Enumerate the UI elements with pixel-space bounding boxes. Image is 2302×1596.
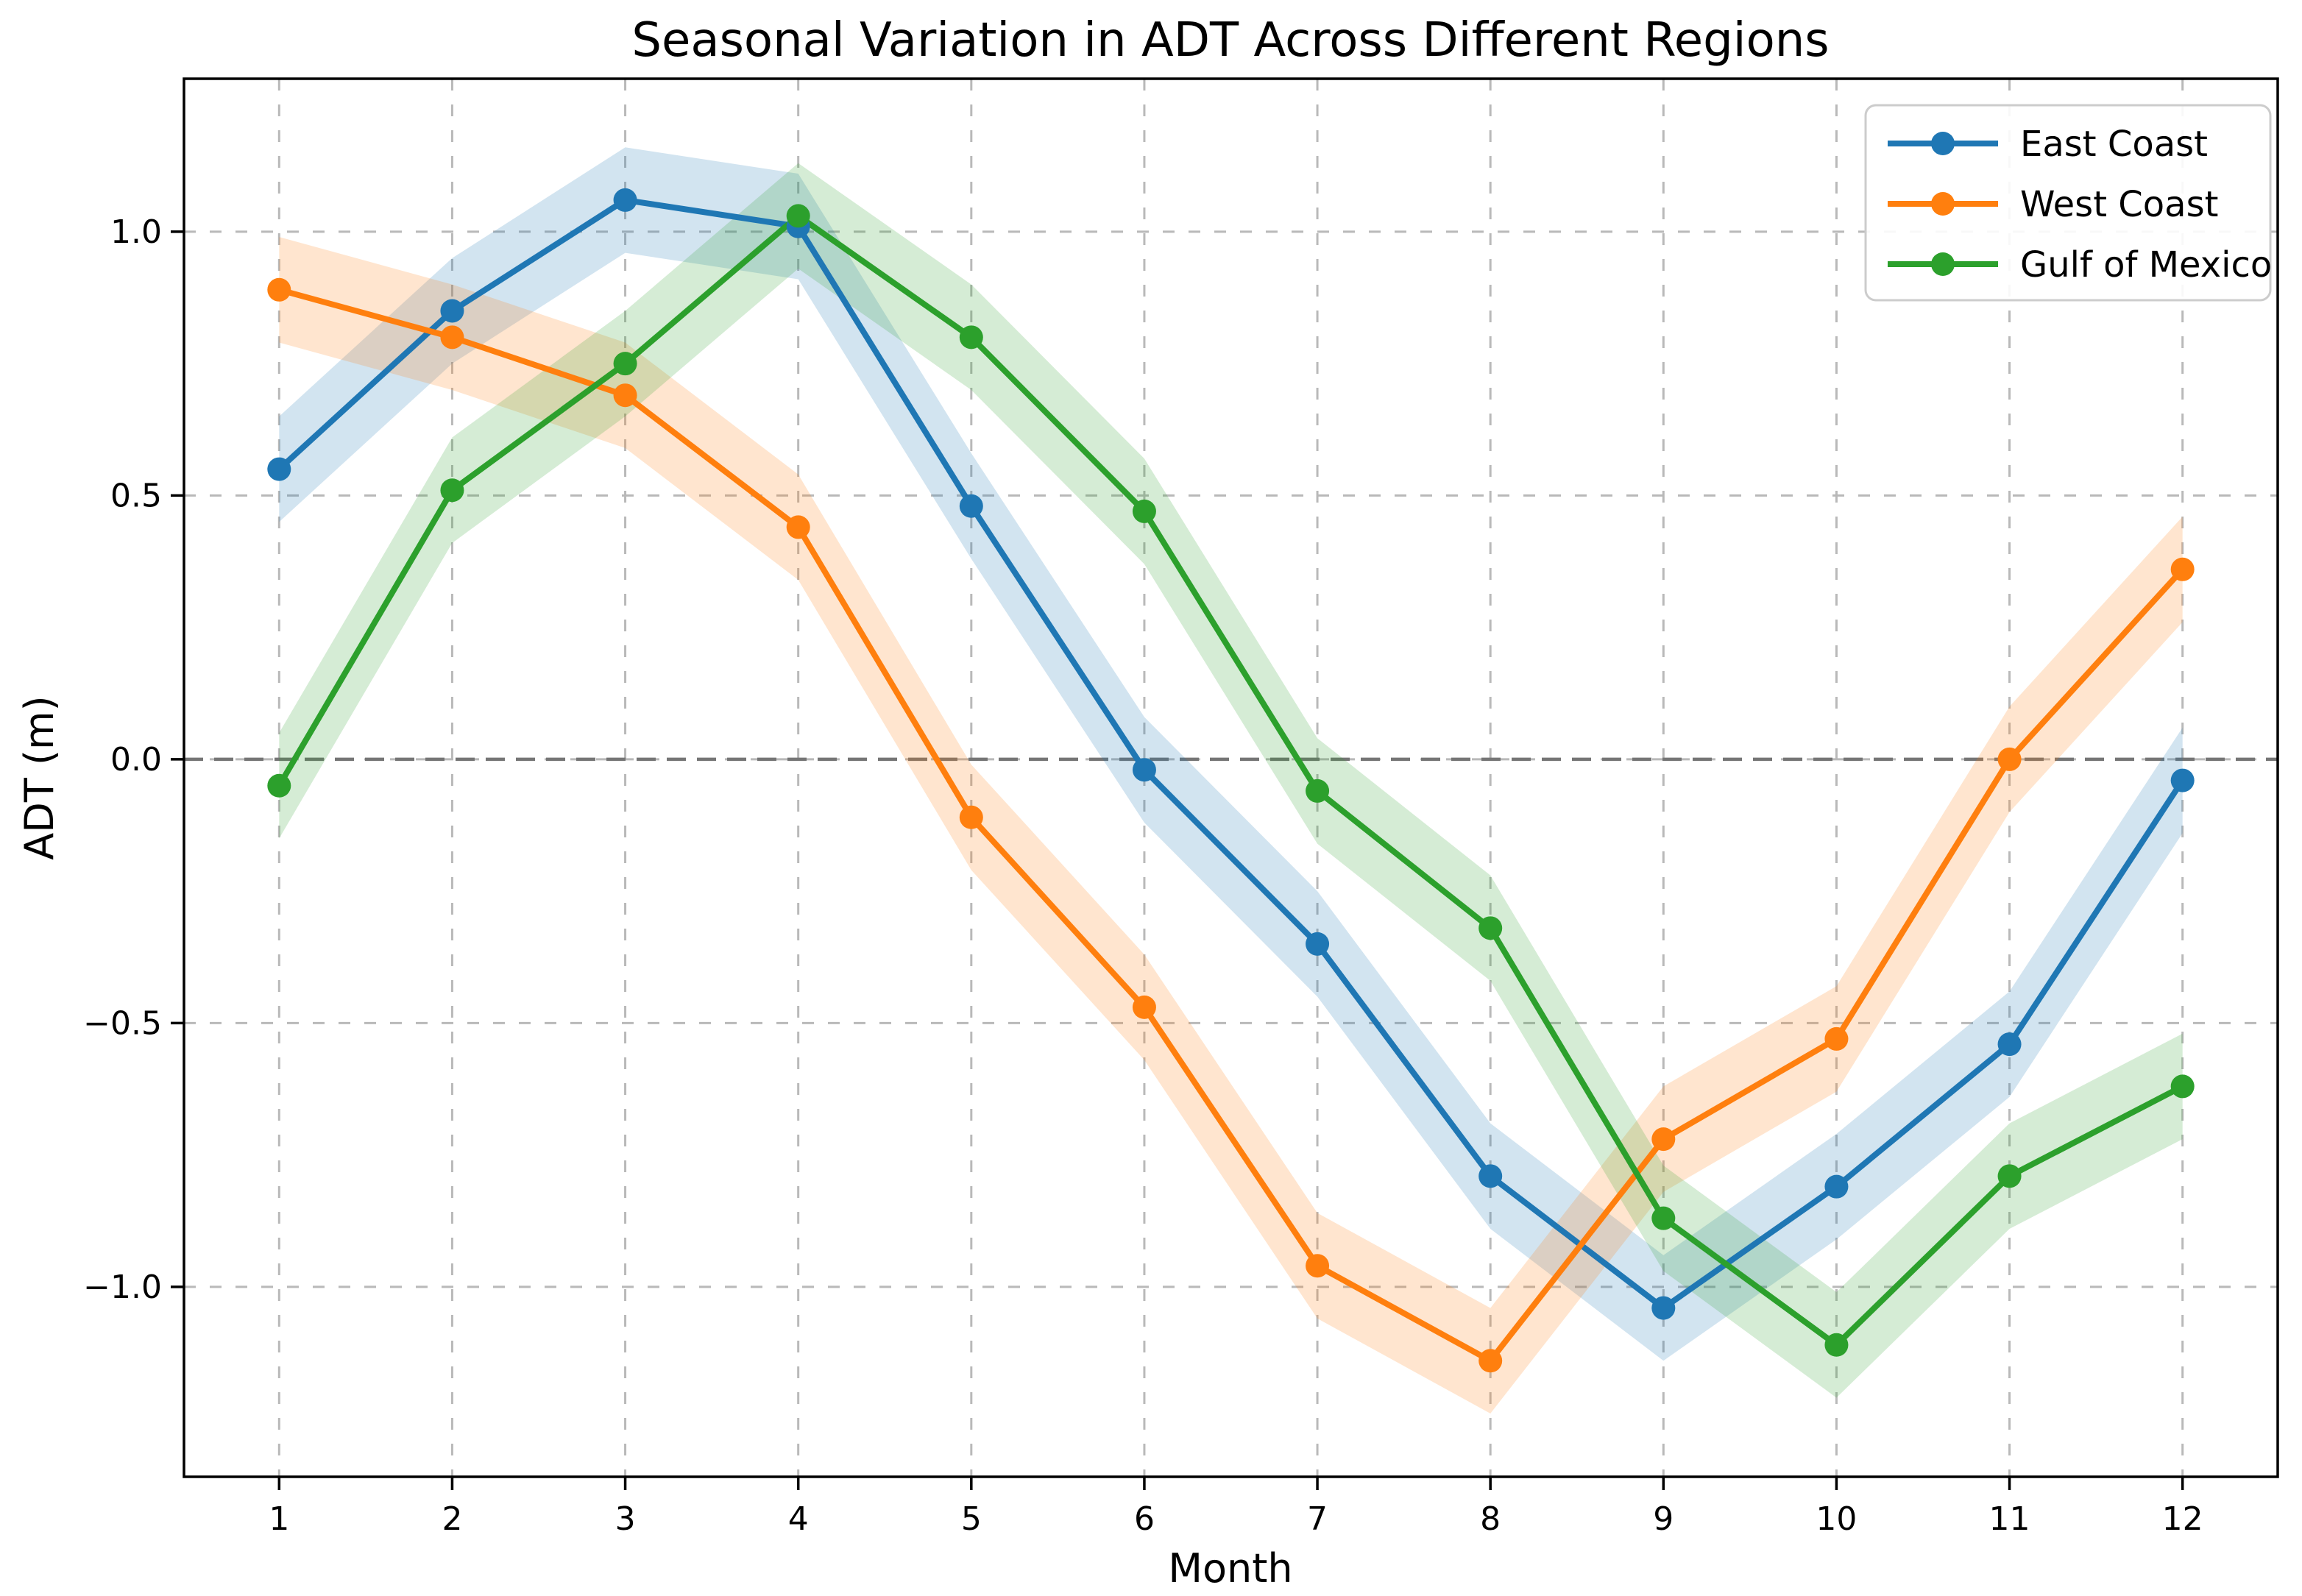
gulf-of-mexico-point-4 — [786, 204, 810, 228]
west-coast-point-3 — [613, 383, 637, 408]
x-tick-label-11: 11 — [1989, 1500, 2030, 1538]
x-tick-label-7: 7 — [1307, 1500, 1328, 1538]
legend-item-east-coast: East Coast — [1888, 124, 2208, 165]
x-tick-label-2: 2 — [442, 1500, 462, 1538]
west-coast-point-5 — [959, 805, 983, 829]
east-coast-point-5 — [959, 494, 983, 518]
gulf-of-mexico-point-11 — [1997, 1164, 2022, 1188]
x-tick-label-9: 9 — [1653, 1500, 1674, 1538]
east-coast-band — [279, 147, 2183, 1361]
axis-ticks — [171, 230, 2184, 1490]
west-coast-point-9 — [1651, 1127, 1676, 1152]
x-tick-label-4: 4 — [788, 1500, 809, 1538]
legend-box — [1864, 104, 2272, 302]
east-coast-point-9 — [1651, 1296, 1676, 1320]
east-coast-line — [276, 196, 2186, 1311]
west-coast-point-7 — [1306, 1254, 1330, 1278]
gulf-of-mexico-point-2 — [440, 478, 464, 503]
east-coast-legend-marker — [1931, 132, 1955, 155]
west-coast-point-12 — [2170, 557, 2195, 581]
east-coast-point-3 — [613, 188, 637, 212]
y-tick-label-0: 0.0 — [110, 741, 162, 779]
tick-labels: 1 2 3 4 5 6 7 8 9 10 11 12−1.0−0.50.00.51.0 — [83, 213, 2203, 1538]
west-coast-legend-label: West Coast — [2020, 184, 2218, 225]
plot-border — [183, 77, 2279, 1478]
legend: East Coast West Coast Gulf of Mexico — [1864, 104, 2272, 302]
east-coast-point-6 — [1132, 758, 1156, 782]
gulf-of-mexico-point-8 — [1478, 916, 1503, 940]
x-tick-label-3: 3 — [615, 1500, 636, 1538]
legend-item-gulf-of-mexico: Gulf of Mexico — [1888, 244, 2272, 285]
west-coast-point-1 — [267, 277, 291, 302]
gulf-of-mexico-point-9 — [1651, 1206, 1676, 1230]
y-axis-label: ADT (m) — [16, 695, 63, 859]
y-tick-label-1: 1.0 — [110, 213, 162, 251]
x-tick-label-5: 5 — [961, 1500, 982, 1538]
y-tick-label--1: −1.0 — [83, 1269, 162, 1306]
gulf-of-mexico-point-5 — [959, 325, 983, 350]
east-coast-point-7 — [1306, 932, 1330, 956]
west-coast-point-2 — [440, 325, 464, 350]
west-coast-point-10 — [1824, 1026, 1849, 1051]
gulf-of-mexico-point-12 — [2170, 1074, 2195, 1099]
gulf-of-mexico-point-6 — [1132, 499, 1156, 523]
west-coast-point-11 — [1997, 747, 2022, 771]
x-tick-label-10: 10 — [1816, 1500, 1857, 1538]
gulf-of-mexico-point-10 — [1824, 1333, 1849, 1357]
x-tick-label-8: 8 — [1480, 1500, 1501, 1538]
x-tick-label-1: 1 — [269, 1500, 289, 1538]
gulf-of-mexico-point-7 — [1306, 779, 1330, 803]
legend-item-west-coast: West Coast — [1888, 184, 2218, 225]
west-coast-legend-marker — [1931, 192, 1955, 216]
gulf-of-mexico-point-1 — [267, 773, 291, 798]
east-coast-point-12 — [2170, 768, 2195, 792]
x-axis-label: Month — [1168, 1545, 1292, 1592]
gulf-of-mexico-legend-marker — [1931, 252, 1955, 276]
west-coast-band — [279, 237, 2183, 1414]
east-coast-point-10 — [1824, 1174, 1849, 1199]
gulf-of-mexico-point-3 — [613, 352, 637, 376]
gulf-of-mexico-line — [276, 213, 2186, 1348]
y-tick-label--0.5: −0.5 — [83, 1004, 162, 1042]
east-coast-legend-label: East Coast — [2020, 124, 2208, 165]
gulf-of-mexico-legend-label: Gulf of Mexico — [2020, 244, 2272, 285]
west-coast-point-4 — [786, 515, 810, 539]
chart-title: Seasonal Variation in ADT Across Differe… — [631, 13, 1829, 68]
x-tick-label-12: 12 — [2162, 1500, 2203, 1538]
series-lines — [276, 196, 2186, 1364]
east-coast-point-2 — [440, 299, 464, 323]
east-coast-point-8 — [1478, 1164, 1503, 1188]
series-markers — [267, 188, 2195, 1373]
west-coast-point-6 — [1132, 995, 1156, 1019]
west-coast-point-8 — [1478, 1349, 1503, 1373]
confidence-bands — [279, 147, 2183, 1414]
y-tick-label-0.5: 0.5 — [110, 477, 162, 514]
east-coast-point-1 — [267, 457, 291, 481]
east-coast-point-11 — [1997, 1032, 2022, 1057]
x-tick-label-6: 6 — [1134, 1500, 1155, 1538]
